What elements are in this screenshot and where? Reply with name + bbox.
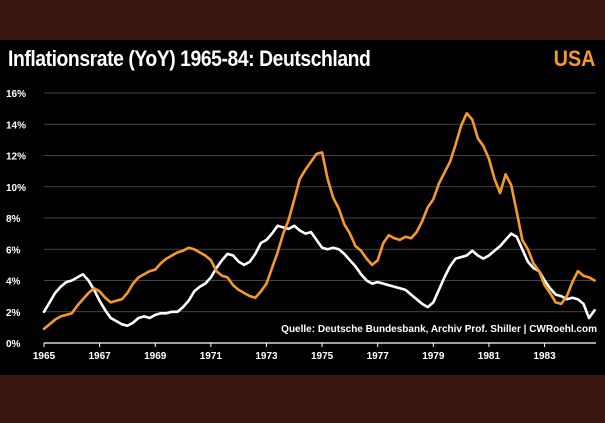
y-tick-label: 2% — [6, 308, 21, 319]
y-tick-label: 8% — [6, 214, 21, 225]
y-tick-label: 16% — [6, 89, 26, 100]
chart-panel: Inflationsrate (YoY) 1965-84: Deutschlan… — [0, 40, 605, 375]
usa-series-label: USA — [553, 46, 595, 71]
x-tick-label: 1977 — [367, 351, 390, 362]
chart-title: Inflationsrate (YoY) 1965-84: Deutschlan… — [8, 46, 371, 71]
y-tick-label: 6% — [6, 245, 21, 256]
x-tick-label: 1971 — [200, 351, 223, 362]
x-tick-label: 1979 — [422, 351, 445, 362]
x-tick-label: 1967 — [88, 351, 111, 362]
x-tick-label: 1975 — [311, 351, 334, 362]
y-tick-label: 0% — [6, 339, 21, 350]
series-line-usa — [42, 112, 596, 331]
source-note: Quelle: Deutsche Bundesbank, Archiv Prof… — [281, 324, 597, 335]
x-tick-label: 1965 — [33, 351, 56, 362]
x-tick-label: 1983 — [533, 351, 556, 362]
x-tick-label: 1973 — [255, 351, 278, 362]
series-line-deutschland — [42, 224, 596, 328]
x-tick-label: 1969 — [144, 351, 167, 362]
x-tick-label: 1981 — [478, 351, 501, 362]
y-tick-label: 14% — [6, 120, 26, 131]
line-chart: 0% 2% 4% 6% 8% 10% 12% 14% 16% 1965 1967 1969 1971 19… — [6, 89, 596, 362]
y-tick-label: 12% — [6, 152, 26, 163]
y-tick-label: 10% — [6, 183, 26, 194]
y-tick-label: 4% — [6, 277, 21, 288]
